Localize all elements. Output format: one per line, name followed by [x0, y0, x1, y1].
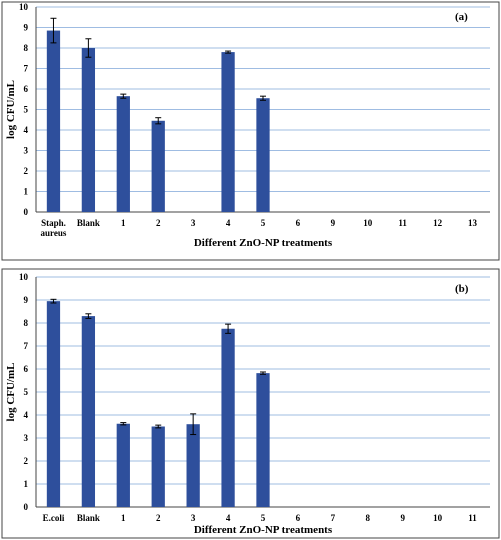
y-axis-title: log CFU/mL	[5, 363, 17, 422]
chart-panel-a: 0 1 2 3 4 5 6 7 8 9 10 Staph. aureus Blank 1 2 3 4 5 6 9 10 1…	[0, 0, 501, 262]
bar	[116, 423, 130, 507]
y-tick-label: 8	[24, 43, 29, 53]
bar	[81, 316, 96, 507]
bar	[46, 301, 61, 507]
y-tick-label: 4	[24, 125, 29, 135]
x-tick-label: 12	[433, 218, 443, 228]
y-tick-label: 10	[19, 272, 29, 282]
bar	[256, 373, 270, 507]
x-tick-label: 10	[363, 218, 373, 228]
x-tick-label: 3	[191, 218, 196, 228]
x-tick-label: 9	[331, 218, 336, 228]
y-axis-title: log CFU/mL	[5, 80, 17, 139]
x-tick-label: 6	[296, 218, 301, 228]
x-axis-title: Different ZnO-NP treatments	[194, 524, 333, 536]
y-tick-label: 6	[24, 364, 29, 374]
x-tick-label: 3	[191, 513, 196, 523]
x-tick-label: 1	[121, 513, 126, 523]
y-tick-label: 10	[19, 2, 29, 12]
chart-frame	[1, 268, 500, 539]
chart-panel-b: 0 1 2 3 4 5 6 7 8 9 10 E.coli Blank 1 2 3 4 5 6 7 8 9 10 11 lo…	[0, 267, 501, 540]
y-tick-label: 8	[24, 318, 29, 328]
x-tick-label: 1	[121, 218, 126, 228]
y-tick-label: 4	[24, 410, 29, 420]
x-tick-label: 11	[398, 218, 407, 228]
y-tick-label: 0	[24, 502, 29, 512]
x-tick-label: 5	[261, 513, 266, 523]
bar	[116, 96, 130, 212]
y-tick-label: 3	[24, 146, 29, 156]
x-tick-label: 4	[226, 218, 231, 228]
x-tick-label: Blank	[77, 218, 100, 228]
y-tick-label: 7	[24, 64, 29, 74]
panel-label: (b)	[455, 283, 469, 295]
y-tick-label: 9	[24, 23, 29, 33]
x-axis-title: Different ZnO-NP treatments	[194, 237, 333, 249]
y-tick-label: 1	[24, 187, 29, 197]
x-tick-label: 13	[468, 218, 478, 228]
bar	[221, 328, 235, 507]
bar	[256, 98, 270, 212]
bar	[221, 52, 235, 212]
y-tick-label: 6	[24, 84, 29, 94]
bar	[151, 120, 165, 212]
x-tick-label: 7	[331, 513, 336, 523]
y-tick-label: 2	[24, 166, 29, 176]
bar	[81, 48, 96, 212]
x-tick-label: 2	[156, 513, 161, 523]
bar	[151, 426, 165, 507]
panel-label: (a)	[455, 11, 468, 23]
x-tick-label: 8	[366, 513, 371, 523]
x-tick-label: 9	[400, 513, 405, 523]
bar	[186, 424, 200, 507]
y-tick-label: 0	[24, 207, 29, 217]
x-tick-label: E.coli	[43, 513, 65, 523]
x-tick-label: 2	[156, 218, 161, 228]
bar	[46, 30, 61, 213]
x-tick-label: aureus	[41, 228, 67, 238]
y-tick-label: 7	[24, 341, 29, 351]
bar-chart-b: 0 1 2 3 4 5 6 7 8 9 10 E.coli Blank 1 2 3 4 5 6 7 8 9 10 11 lo…	[1, 268, 500, 539]
y-tick-label: 3	[24, 433, 29, 443]
y-tick-label: 5	[24, 387, 29, 397]
x-tick-label: 5	[261, 218, 266, 228]
x-tick-label: 11	[468, 513, 477, 523]
y-tick-label: 9	[24, 295, 29, 305]
x-tick-label: 10	[433, 513, 443, 523]
x-tick-label: 6	[296, 513, 301, 523]
y-tick-label: 2	[24, 456, 29, 466]
y-tick-label: 1	[24, 479, 29, 489]
x-tick-label: Blank	[77, 513, 100, 523]
x-tick-label: 4	[226, 513, 231, 523]
y-tick-label: 5	[24, 105, 29, 115]
x-tick-label: Staph.	[41, 218, 66, 228]
